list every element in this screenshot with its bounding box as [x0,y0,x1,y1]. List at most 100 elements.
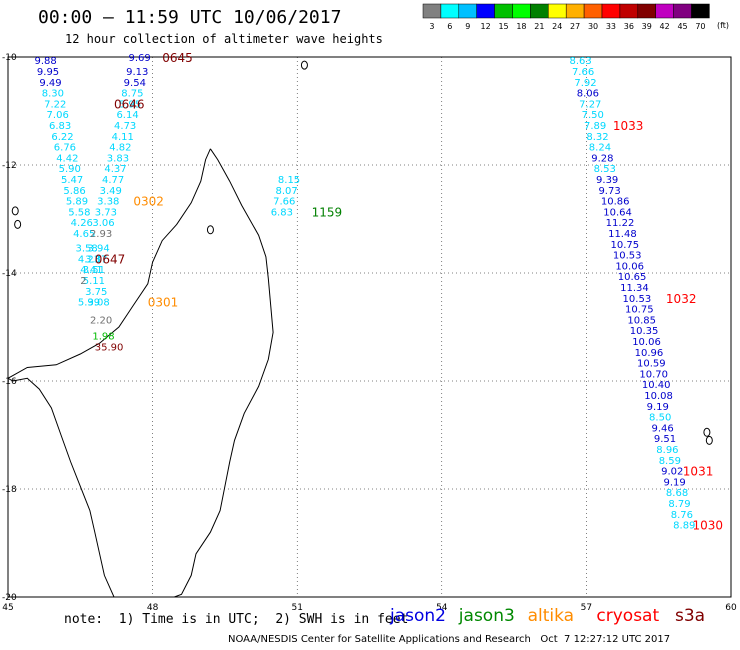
colorbar-swatch-1 [440,3,460,19]
wave-height-track-west-a-9: 4.42 [56,153,78,164]
wave-height-track-west-b-19: 3.51 [83,265,105,276]
wave-height-track-west-b-14: 3.73 [95,207,117,218]
wave-height-track-east-4: 7.27 [579,99,601,110]
wave-height-track-east-17: 10.75 [611,240,640,251]
x-tick-label-1: 48 [147,603,159,613]
wave-height-track-east-28: 10.59 [637,359,666,370]
pass-time-label-1032: 1032 [666,292,697,306]
wave-height-track-west-b-21: 5.99 [78,298,100,309]
wave-height-track-west-a-20: 5.11 [83,276,105,287]
wave-height-track-east-31: 10.08 [644,391,673,402]
wave-height-track-west-b-0: 9.69 [129,53,151,64]
wave-height-track-west-b-12: 3.49 [100,186,122,197]
y-tick-label-0: -10 [2,53,17,63]
wave-height-track-east-40: 8.68 [666,488,688,499]
colorbar-label-70: 70 [695,22,706,31]
pass-time-label-0302: 0302 [133,195,164,209]
wave-height-track-west-b-20: 2 [80,276,86,287]
wave-height-track-east-8: 8.24 [589,143,611,154]
colorbar-label-42: 42 [659,22,670,31]
island-3 [703,427,711,437]
wave-height-track-east-43: 8.89 [673,521,695,532]
wave-height-track-east-5: 7.50 [582,110,604,121]
wave-height-track-west-a-19: 4.41 [80,265,102,276]
colorbar-swatch-10 [601,3,621,19]
y-tick-label-3: -16 [2,377,17,387]
wave-height-track-east-37: 8.59 [659,456,681,467]
legend-jason2: jason2 [390,606,446,626]
wave-height-track-west-a-21: 3.75 [85,287,107,298]
wave-height-track-east-33: 8.50 [649,413,671,424]
wave-height-track-east-0: 8.63 [570,56,592,67]
colorbar-swatch-13 [655,3,674,19]
footer-credit: NOAA/NESDIS Center for Satellite Applica… [228,634,671,645]
colorbar-label-24: 24 [552,22,563,31]
colorbar-label-3: 3 [429,22,435,31]
legend-altika: altika [527,606,575,626]
colorbar-label-18: 18 [516,22,527,31]
pass-time-label-1159: 1159 [312,205,343,219]
island-4 [705,435,713,445]
wave-height-track-east-25: 10.35 [630,326,659,337]
wave-height-track-east-32: 9.19 [647,402,669,413]
colorbar-swatch-5 [512,3,531,19]
wave-height-track-west-a-17: 3.58 [75,244,97,255]
colorbar-swatch-6 [530,3,549,19]
x-tick-label-0: 45 [2,603,13,613]
wave-height-track-east-14: 10.64 [603,207,632,218]
colorbar-label-39: 39 [641,22,652,31]
wave-height-track-east-38: 9.02 [661,467,683,478]
wave-height-track-west-a-1: 9.95 [37,67,59,78]
wave-height-track-west-a-13: 5.89 [66,197,88,208]
colorbar-label-21: 21 [534,22,545,31]
wave-height-track-west-a-23: 2.20 [90,315,112,326]
wave-height-track-west-b-17: 3.94 [88,244,110,255]
colorbar-label-15: 15 [498,22,509,31]
wave-height-track-east-1: 7.66 [572,67,594,78]
y-tick-label-2: -14 [2,269,17,279]
wave-height-track-central-0: 8.15 [278,175,300,186]
wave-height-track-east-41: 8.79 [668,499,690,510]
coastline-0 [6,148,274,598]
colorbar-label-27: 27 [570,22,581,31]
colorbar-swatch-9 [583,3,603,19]
wave-height-track-central-1: 8.07 [276,186,298,197]
wave-height-track-west-b-7: 4.11 [112,132,134,143]
wave-height-track-west-a-10: 5.90 [59,164,81,175]
island-1 [14,219,22,229]
pass-time-label-0646: 0646 [114,97,145,111]
island-0 [11,206,19,216]
island-2 [300,60,308,70]
wave-height-track-west-a-0: 9.88 [35,56,57,67]
wave-height-track-east-35: 9.51 [654,434,676,445]
wave-height-track-west-b-9: 3.83 [107,153,129,164]
pass-time-label-0647: 0647 [95,252,126,266]
wave-height-track-west-b-11: 4.77 [102,175,124,186]
wave-height-track-west-a-14: 5.58 [68,207,90,218]
wave-height-track-west-b-16: 2.93 [90,229,112,240]
wave-height-track-east-15: 11.22 [606,218,635,229]
wave-height-track-west-b-1: 9.13 [126,67,148,78]
legend-cryosat: cryosat [596,606,660,626]
colorbar-swatch-7 [548,3,567,19]
wave-height-track-west-b-4: 5.95 [119,99,141,110]
x-tick-label-2: 51 [291,603,302,613]
wave-height-track-east-16: 11.48 [608,229,637,240]
y-tick-label-5: -20 [2,593,17,603]
wave-height-track-east-27: 10.96 [635,348,664,359]
wave-height-track-west-b-2: 9.54 [124,78,146,89]
y-tick-label-1: -12 [2,161,17,171]
colorbar-label-30: 30 [587,22,599,31]
wave-height-track-west-b-15: 3.06 [92,218,114,229]
wave-height-track-east-11: 9.39 [596,175,618,186]
wave-height-track-west-a-18: 4.23 [78,254,100,265]
wave-height-track-east-13: 10.86 [601,197,630,208]
legend-jason3: jason3 [458,606,515,626]
wave-height-track-west-a-7: 6.22 [51,132,73,143]
chart-subtitle: 12 hour collection of altimeter wave hei… [65,32,383,46]
wave-height-track-east-36: 8.96 [656,445,678,456]
wave-height-track-west-a-8: 6.76 [54,143,76,154]
colorbar-label-12: 12 [480,22,491,31]
colorbar-label-6: 6 [447,22,453,31]
wave-height-track-west-b-6: 4.73 [114,121,136,132]
